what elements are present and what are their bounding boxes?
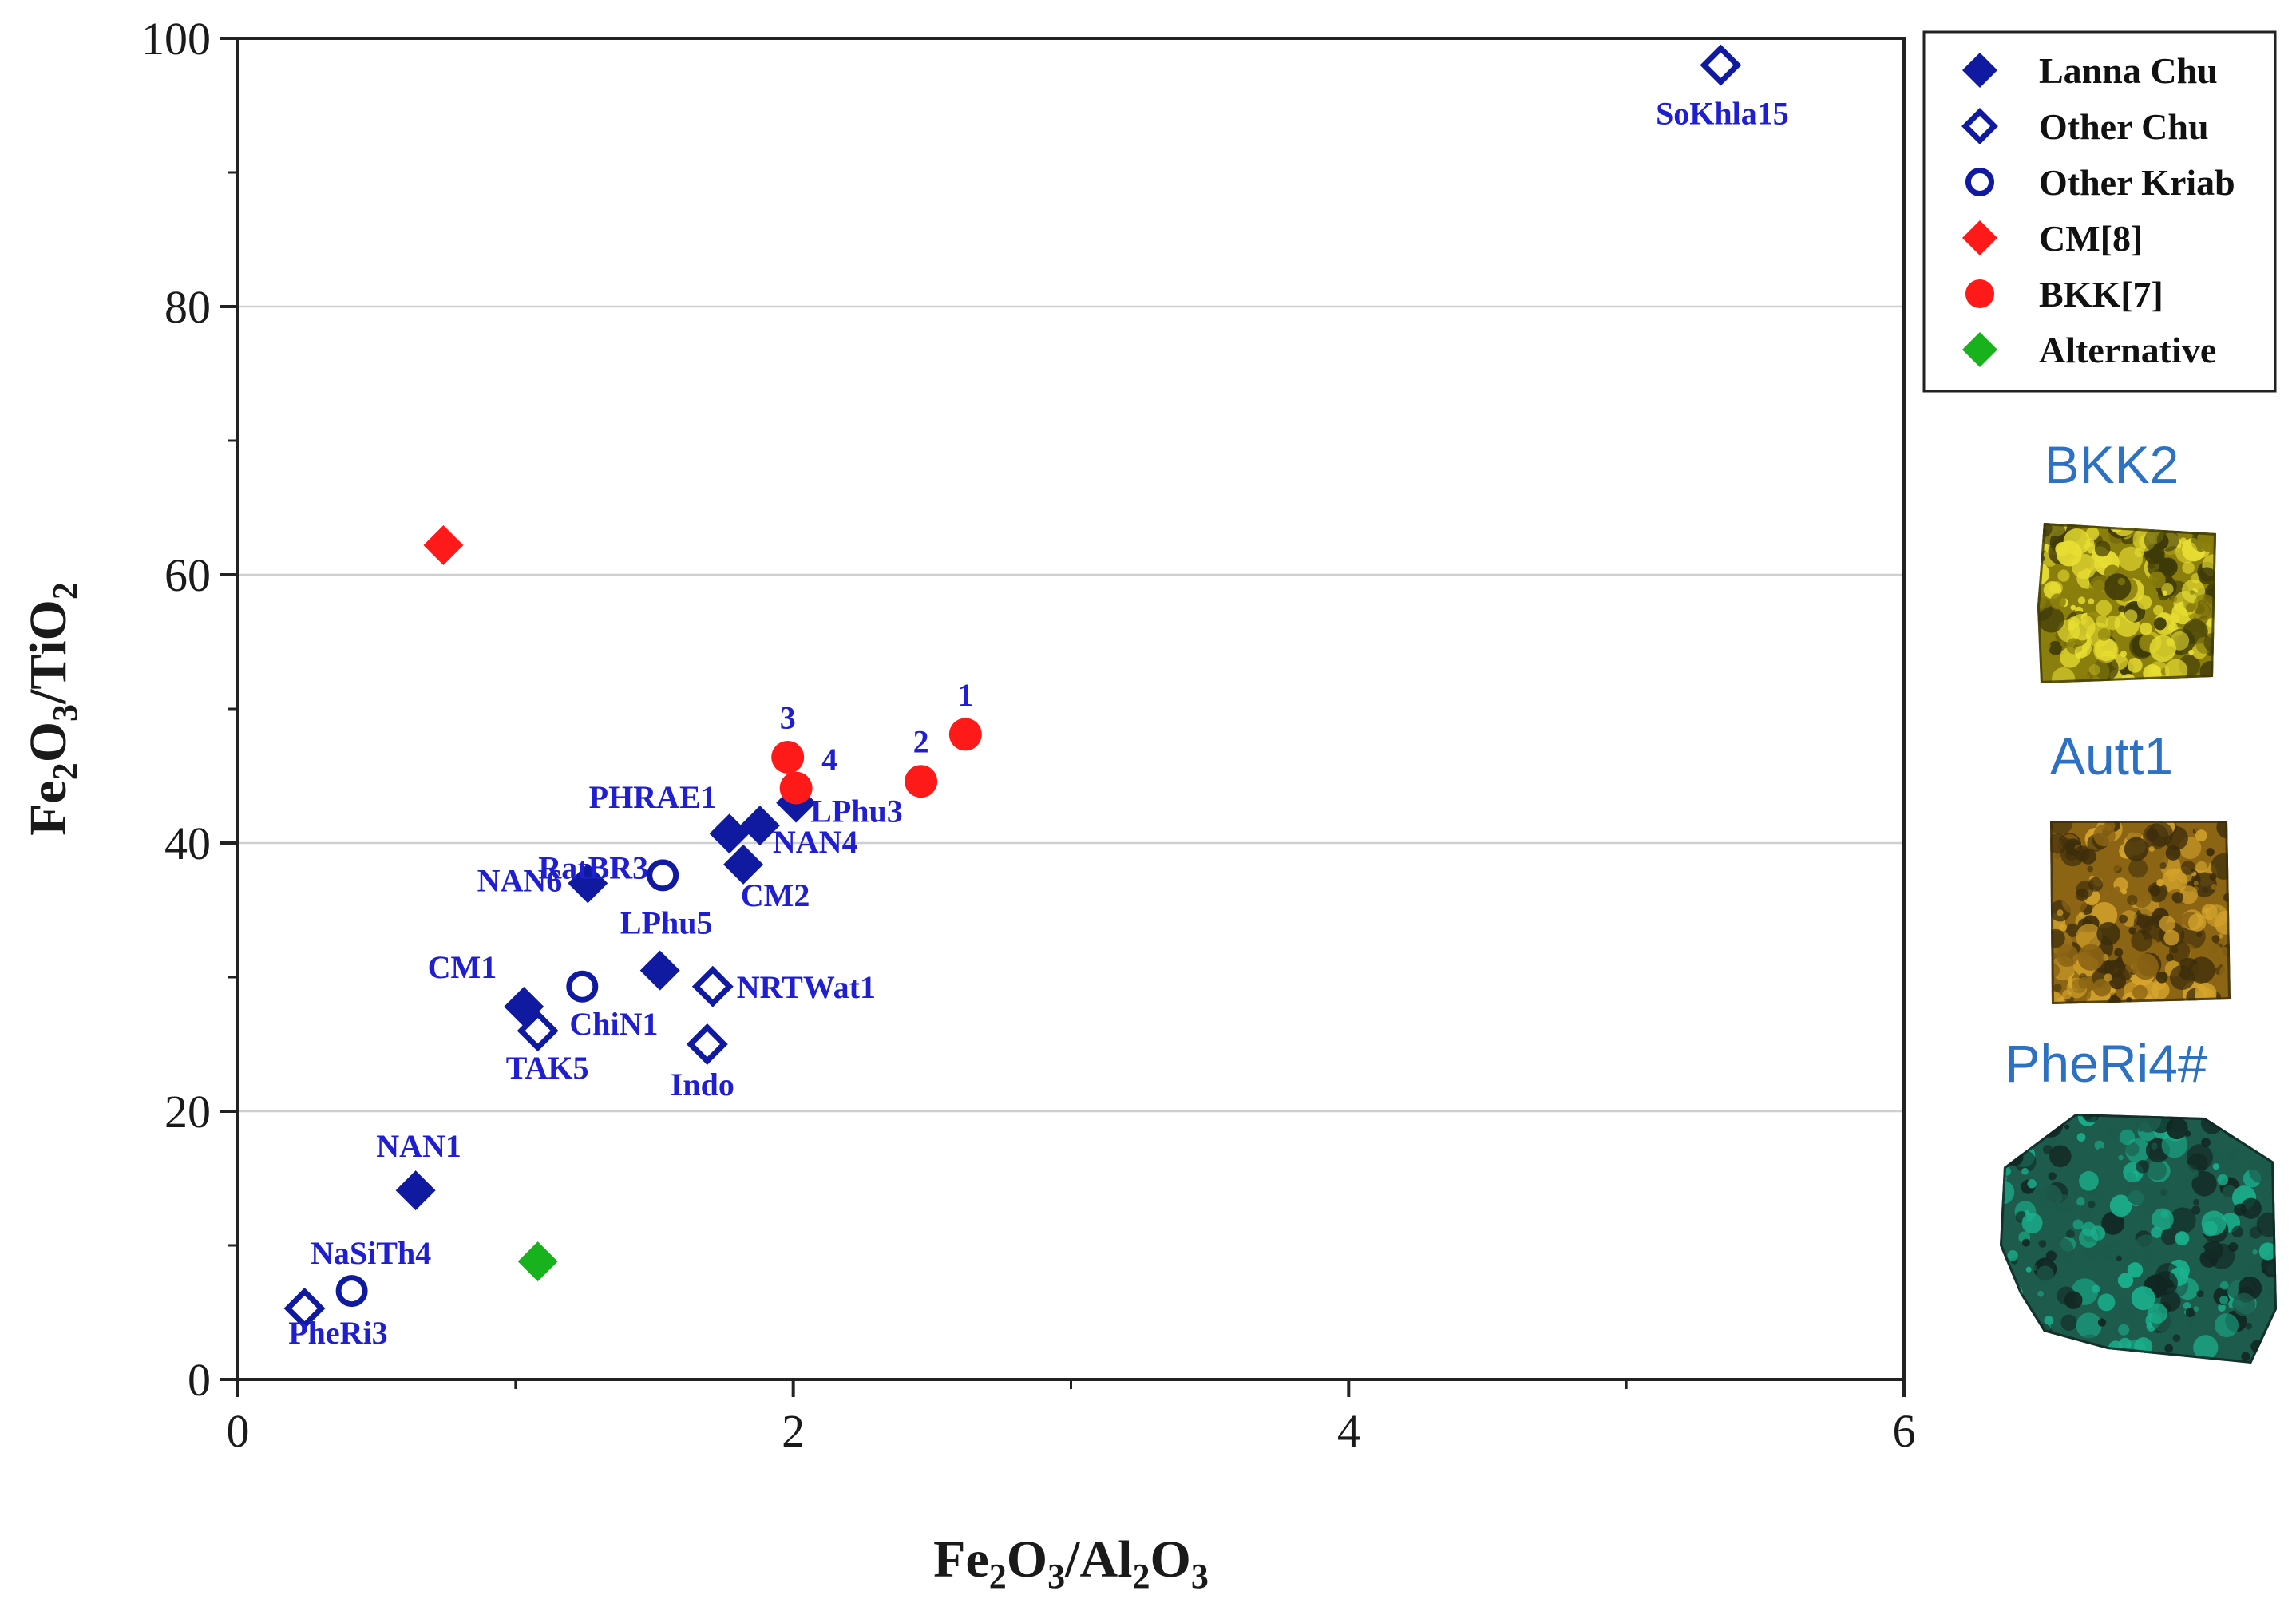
axis-title-part: O bbox=[1007, 1530, 1047, 1589]
y-tick-label-80: 80 bbox=[164, 281, 211, 333]
axis-title-part: O bbox=[19, 722, 77, 762]
axis-title-part: /Al bbox=[1064, 1530, 1132, 1589]
legend-label-5: Alternative bbox=[2039, 330, 2216, 370]
axis-title-part: 3 bbox=[46, 704, 85, 722]
y-tick-label-40: 40 bbox=[164, 817, 211, 869]
photo-label-2: PheRi4# bbox=[2005, 1034, 2207, 1093]
y-tick-label-20: 20 bbox=[164, 1086, 211, 1138]
y-tick-label-100: 100 bbox=[141, 13, 211, 65]
point-labels: NAN1 CM1 NAN6 LPhu5 PHRAE1 NAN4 CM2 LPhu3 PheRi3… bbox=[288, 96, 1789, 1351]
point-other-chu-3 bbox=[691, 965, 734, 1007]
sample-photo-1 bbox=[2050, 821, 2231, 1004]
gridlines bbox=[238, 305, 1904, 1113]
axis-title-part: 2 bbox=[989, 1557, 1007, 1596]
point-label-nan1: NAN1 bbox=[376, 1128, 461, 1164]
point-label-3: 3 bbox=[780, 699, 796, 735]
point-label-nan6: NAN6 bbox=[477, 862, 563, 898]
point-bkk-7--2 bbox=[771, 740, 805, 774]
point-other-chu-2 bbox=[686, 1023, 728, 1065]
axis-title-part: 2 bbox=[1132, 1557, 1150, 1596]
point-lanna-chu-4 bbox=[709, 813, 750, 854]
point-label-2: 2 bbox=[913, 724, 929, 760]
axis-title-part: /TiO bbox=[19, 600, 77, 705]
x-tick-label-0: 0 bbox=[227, 1405, 250, 1457]
point-label-phrae1: PHRAE1 bbox=[589, 779, 717, 815]
point-other-kriab-2 bbox=[647, 859, 679, 892]
point-cm-8--0 bbox=[423, 525, 464, 566]
legend-marker-2 bbox=[1965, 167, 1995, 197]
sample-photos: BKK2 Autt1 PheRi4# bbox=[2000, 435, 2277, 1364]
sample-photo-2 bbox=[2000, 1114, 2277, 1364]
legend-label-3: CM[8] bbox=[2039, 218, 2143, 259]
point-other-kriab-0 bbox=[335, 1275, 368, 1308]
point-bkk-7--0 bbox=[948, 718, 982, 751]
point-label-chin1: ChiN1 bbox=[569, 1006, 658, 1042]
photo-label-1: Autt1 bbox=[2050, 726, 2173, 786]
photo-label-0: BKK2 bbox=[2045, 435, 2179, 494]
legend-marker-3 bbox=[1962, 220, 1997, 255]
axis-title-part: 3 bbox=[1047, 1557, 1065, 1596]
legend: Lanna Chu Other Chu Other Kriab CM[8] BKK[7]… bbox=[1922, 30, 2277, 393]
point-label-pheri3: PheRi3 bbox=[288, 1315, 387, 1351]
point-label-nan4: NAN4 bbox=[773, 824, 858, 860]
axis-title-part: O bbox=[1150, 1530, 1190, 1589]
legend-label-4: BKK[7] bbox=[2039, 274, 2163, 315]
point-lanna-chu-5 bbox=[739, 806, 780, 846]
point-label-tak5: TAK5 bbox=[506, 1050, 589, 1086]
point-other-chu-1 bbox=[517, 1010, 559, 1052]
axis-title-part: Fe bbox=[933, 1530, 989, 1589]
point-label-nrtwat1: NRTWat1 bbox=[737, 969, 876, 1005]
point-label-sokhla15: SoKhla15 bbox=[1656, 96, 1789, 132]
data-points bbox=[283, 44, 1742, 1329]
legend-marker-0 bbox=[1962, 53, 1997, 88]
x-tick-label-4: 4 bbox=[1337, 1405, 1360, 1457]
point-label-cm2: CM2 bbox=[741, 877, 810, 913]
axis-title-part: 2 bbox=[46, 762, 85, 780]
point-label-nasith4: NaSiTh4 bbox=[311, 1235, 431, 1271]
plot-frame bbox=[236, 37, 1906, 1381]
axis-title-part: 2 bbox=[46, 582, 85, 600]
point-other-chu-4 bbox=[1700, 44, 1742, 86]
legend-label-1: Other Chu bbox=[2039, 106, 2209, 147]
point-label-indo: Indo bbox=[671, 1067, 734, 1102]
legend-box bbox=[1922, 30, 2277, 393]
axis-ticks: 0 20 40 60 80 100 0 2 4 6 bbox=[141, 13, 1916, 1457]
x-tick-label-2: 2 bbox=[782, 1405, 805, 1457]
point-bkk-7--3 bbox=[779, 771, 813, 805]
x-tick-label-6: 6 bbox=[1893, 1405, 1916, 1457]
legend-marker-4 bbox=[1965, 279, 1995, 309]
axis-title-part: 3 bbox=[1191, 1557, 1209, 1596]
point-other-kriab-1 bbox=[566, 970, 599, 1003]
point-lanna-chu-6 bbox=[723, 844, 764, 885]
y-axis-title: Fe2O3/TiO2 bbox=[19, 582, 85, 836]
point-label-cm1: CM1 bbox=[428, 949, 497, 985]
point-label-lphu3: LPhu3 bbox=[810, 794, 903, 829]
point-other-chu-0 bbox=[283, 1288, 326, 1329]
point-lanna-chu-2 bbox=[568, 863, 608, 904]
point-label-1: 1 bbox=[957, 677, 973, 713]
point-label-lphu5: LPhu5 bbox=[620, 905, 713, 941]
point-label-ratbr3: RatBR3 bbox=[538, 849, 648, 885]
point-lanna-chu-0 bbox=[395, 1170, 436, 1211]
legend-label-0: Lanna Chu bbox=[2039, 50, 2218, 91]
y-tick-label-60: 60 bbox=[164, 549, 211, 601]
point-bkk-7--1 bbox=[905, 765, 938, 798]
y-tick-label-0: 0 bbox=[188, 1354, 211, 1406]
point-label-4: 4 bbox=[821, 742, 837, 778]
legend-marker-5 bbox=[1962, 332, 1997, 367]
x-axis-title: Fe2O3/Al2O3 bbox=[933, 1530, 1209, 1596]
axis-title-part: Fe bbox=[19, 780, 77, 836]
point-lanna-chu-3 bbox=[639, 950, 680, 991]
point-alternative-0 bbox=[517, 1241, 558, 1282]
legend-marker-1 bbox=[1961, 108, 1998, 144]
sample-photo-0 bbox=[2037, 523, 2216, 683]
legend-label-2: Other Kriab bbox=[2039, 162, 2235, 203]
